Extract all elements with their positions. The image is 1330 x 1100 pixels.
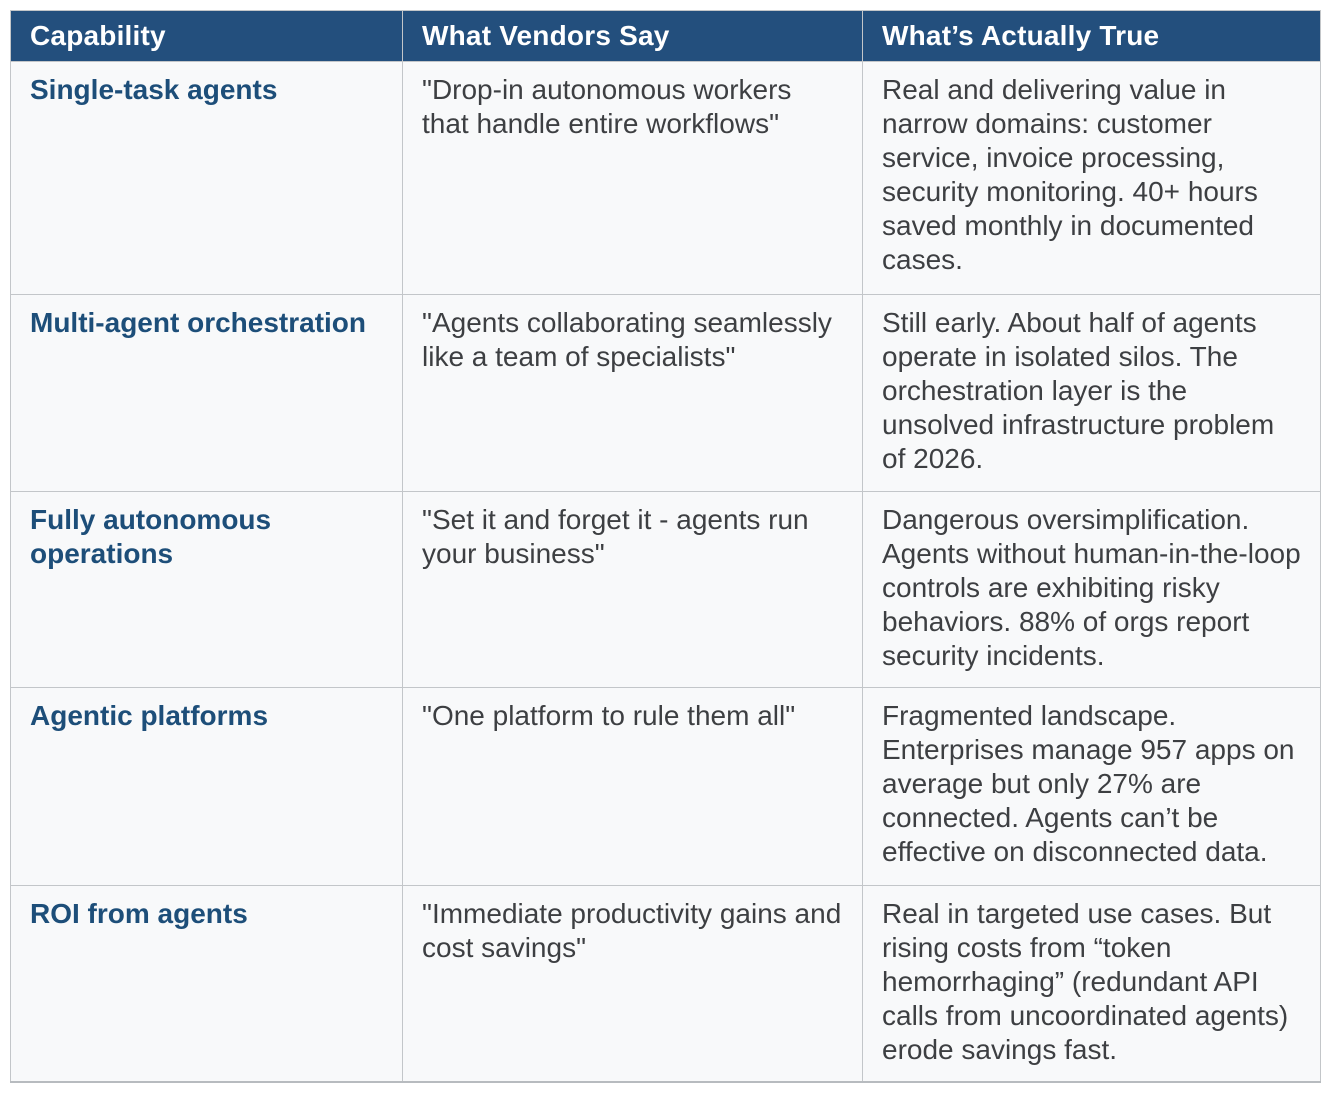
capability-comparison-table: Capability What Vendors Say What’s Actua… bbox=[10, 10, 1321, 1083]
capability-cell: Multi-agent orchestration bbox=[10, 294, 403, 492]
reality-cell: Fragmented landscape. Enterprises manage… bbox=[862, 687, 1321, 886]
column-header-capability: Capability bbox=[10, 10, 403, 62]
capability-cell: Agentic platforms bbox=[10, 687, 403, 886]
capability-cell: Fully autonomous operations bbox=[10, 491, 403, 688]
table-row: Fully autonomous operations "Set it and … bbox=[10, 491, 1321, 688]
vendor-claim-cell: "Drop-in autonomous workers that handle … bbox=[402, 61, 863, 295]
vendor-claim-cell: "Set it and forget it - agents run your … bbox=[402, 491, 863, 688]
reality-cell: Still early. About half of agents operat… bbox=[862, 294, 1321, 492]
vendor-claim-cell: "One platform to rule them all" bbox=[402, 687, 863, 886]
table-row: ROI from agents "Immediate productivity … bbox=[10, 885, 1321, 1083]
reality-cell: Real and delivering value in narrow doma… bbox=[862, 61, 1321, 295]
table-header-row: Capability What Vendors Say What’s Actua… bbox=[10, 10, 1321, 62]
table-row: Single-task agents "Drop-in autonomous w… bbox=[10, 61, 1321, 295]
capability-cell: ROI from agents bbox=[10, 885, 403, 1083]
column-header-vendors-say: What Vendors Say bbox=[402, 10, 863, 62]
column-header-actually-true: What’s Actually True bbox=[862, 10, 1321, 62]
reality-cell: Dangerous oversimplification. Agents wit… bbox=[862, 491, 1321, 688]
capability-cell: Single-task agents bbox=[10, 61, 403, 295]
table-row: Agentic platforms "One platform to rule … bbox=[10, 687, 1321, 886]
vendor-claim-cell: "Immediate productivity gains and cost s… bbox=[402, 885, 863, 1083]
table-row: Multi-agent orchestration "Agents collab… bbox=[10, 294, 1321, 492]
reality-cell: Real in targeted use cases. But rising c… bbox=[862, 885, 1321, 1083]
vendor-claim-cell: "Agents collaborating seamlessly like a … bbox=[402, 294, 863, 492]
